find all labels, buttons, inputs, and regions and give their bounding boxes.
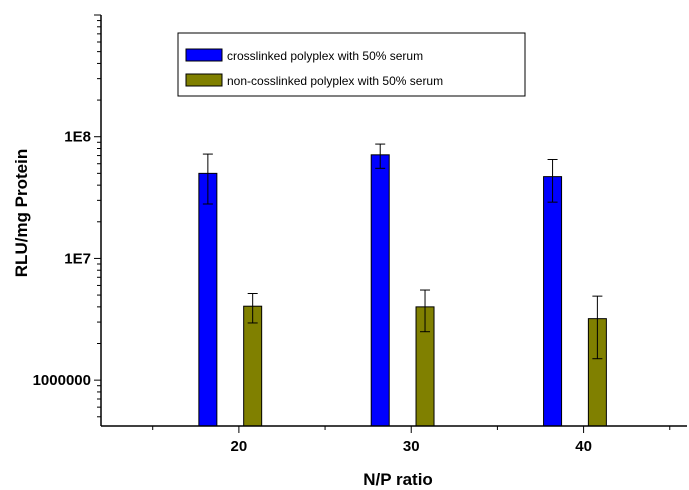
error-bar-crosslinked-30 [375,143,386,169]
y-tick-label: 1E7 [64,250,91,267]
bar-non-crosslinked-20 [243,305,263,427]
bar-crosslinked-20 [198,172,218,427]
y-axis-title: RLU/mg Protein [12,149,31,277]
y-tick-label: 1E8 [64,129,91,146]
legend-swatch-crosslinked [185,48,223,62]
legend-swatch-non-crosslinked [185,73,223,87]
y-tick-label: 1000000 [33,372,91,389]
error-bar-crosslinked-40 [547,158,558,203]
legend: crosslinked polyplex with 50% serum non-… [177,32,526,97]
error-bar-non-crosslinked-40 [592,295,603,360]
x-tick-label: 40 [575,438,592,455]
legend-box [177,32,526,97]
bars-layer [198,154,607,427]
axes-layer [100,15,687,427]
x-axis-title: N/P ratio [363,470,433,489]
error-bar-crosslinked-20 [202,153,213,205]
x-ticks-layer: 20 30 40 [152,426,671,455]
legend-label-non-crosslinked: non-cosslinked polyplex with 50% serum [227,74,443,88]
bar-crosslinked-30 [370,154,390,427]
error-bar-non-crosslinked-30 [420,289,431,333]
x-tick-label: 20 [231,438,248,455]
error-bar-non-crosslinked-20 [247,293,258,324]
legend-label-crosslinked: crosslinked polyplex with 50% serum [227,49,423,63]
bar-crosslinked-40 [543,176,563,427]
error-bars-layer [202,143,603,360]
x-tick-label: 30 [403,438,420,455]
y-ticks-layer: 1000000 1E7 1E8 [33,14,101,418]
